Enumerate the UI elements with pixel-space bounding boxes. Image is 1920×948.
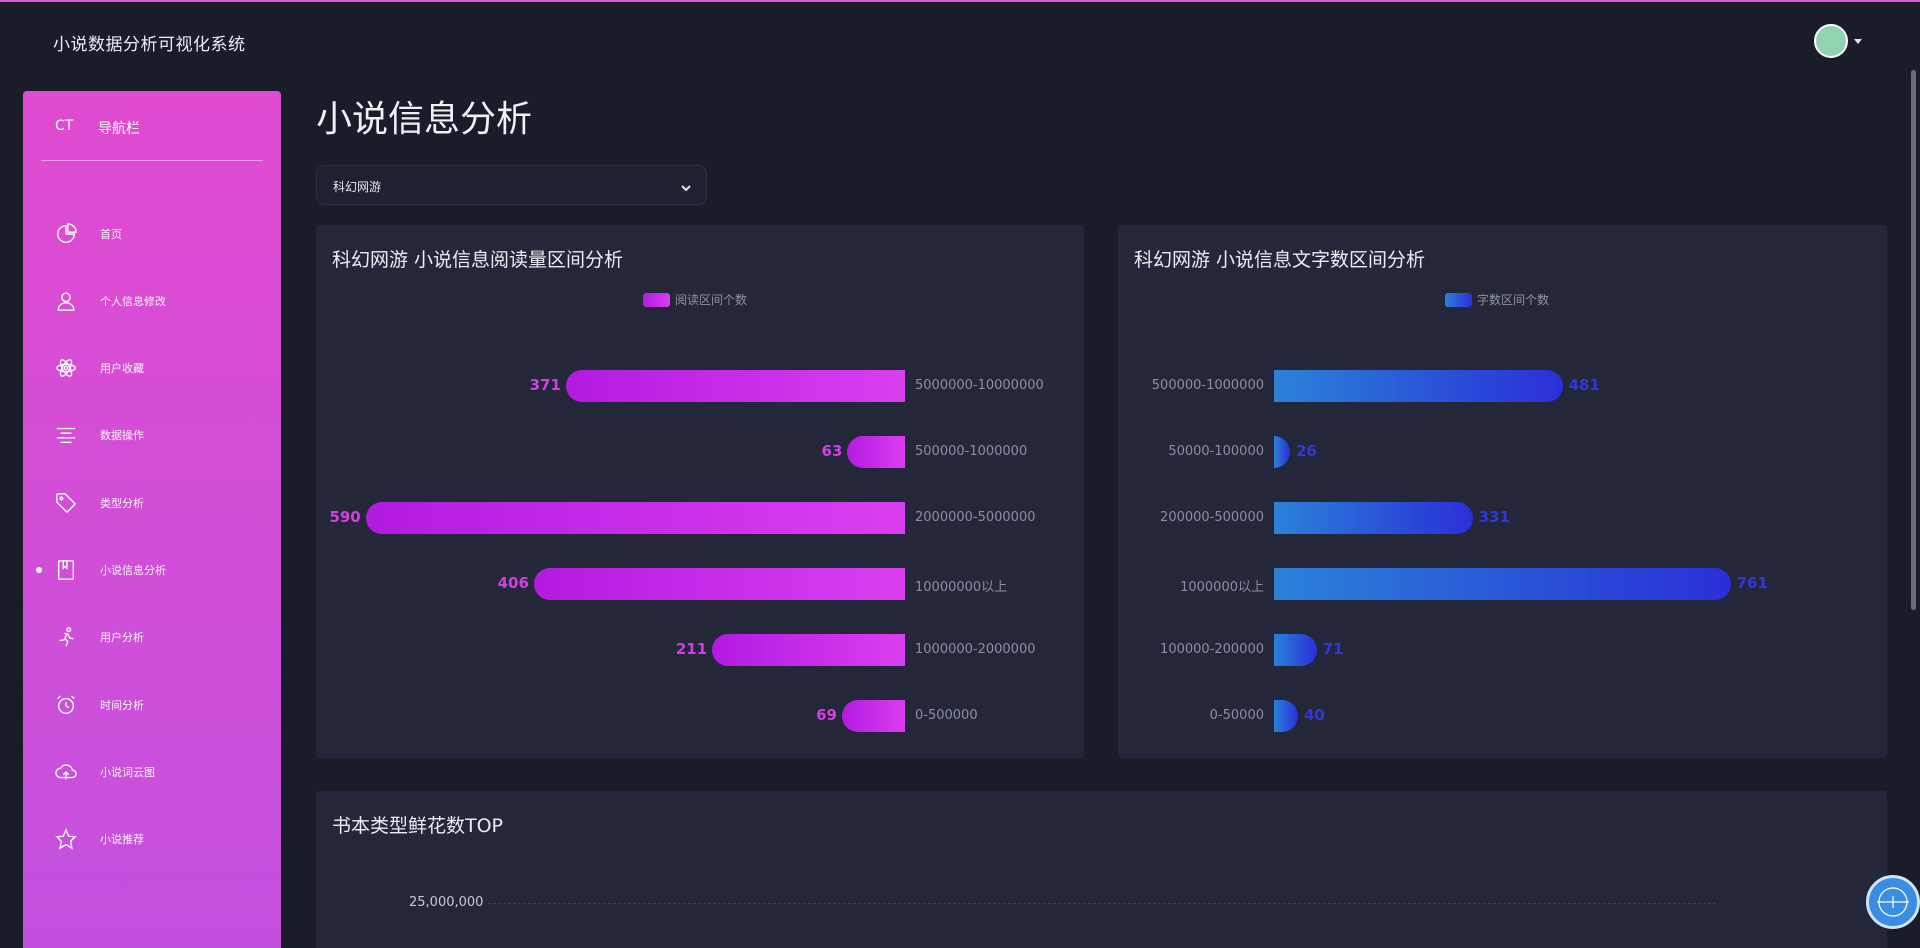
word-bar[interactable] <box>1274 568 1731 600</box>
word-value-label: 761 <box>1736 574 1768 592</box>
word-category-label: 200000-500000 <box>1160 510 1264 525</box>
align-center-icon <box>54 423 78 447</box>
word-category-label: 50000-100000 <box>1168 444 1264 459</box>
read-bar[interactable] <box>565 370 905 402</box>
word-category-label: 1000000以上 <box>1180 580 1264 595</box>
sidebar-item-label: 小说信息分析 <box>100 564 166 577</box>
word-category-label: 500000-1000000 <box>1151 378 1264 393</box>
sidebar: CT 导航栏 首页个人信息修改 用户收藏数据操作类型分析小说信息分析 用户分析时间分… <box>23 91 281 948</box>
top-accent-line <box>0 0 1920 2</box>
sidebar-item-label: 数据操作 <box>100 429 144 442</box>
user-menu[interactable] <box>1814 24 1862 58</box>
running-icon <box>54 625 78 649</box>
page-scrollbar[interactable] <box>1911 70 1916 610</box>
read-bar[interactable] <box>365 502 905 534</box>
legend-swatch <box>1445 292 1472 307</box>
read-value-label: 69 <box>816 706 837 724</box>
gridline <box>488 903 1716 904</box>
sidebar-item-label: 时间分析 <box>100 699 144 712</box>
word-bar[interactable] <box>1274 370 1563 402</box>
user-icon <box>54 289 78 313</box>
tag-icon <box>54 491 78 515</box>
word-value-label: 71 <box>1322 640 1344 658</box>
word-value-label: 331 <box>1478 508 1510 526</box>
sidebar-item[interactable]: 小说推荐 <box>23 817 281 861</box>
atom-icon <box>54 356 78 380</box>
category-select-value: 科幻网游 <box>333 180 382 194</box>
word-value-label: 26 <box>1296 442 1317 460</box>
chevron-down-icon <box>680 179 692 198</box>
alarm-clock-icon <box>54 693 78 717</box>
read-category-label: 10000000以上 <box>915 580 1008 595</box>
read-category-label: 0-500000 <box>915 708 978 723</box>
sidebar-item[interactable]: 用户收藏 <box>23 346 281 390</box>
sidebar-item-label: 类型分析 <box>100 497 144 510</box>
word-value-label: 40 <box>1304 706 1325 724</box>
word-bar[interactable] <box>1274 436 1290 468</box>
sidebar-item[interactable]: 类型分析 <box>23 481 281 525</box>
crosshair-icon <box>1877 887 1909 917</box>
sidebar-heading: 导航栏 <box>98 121 140 137</box>
read-chart-title: 科幻网游 小说信息阅读量区间分析 <box>332 249 624 271</box>
read-category-label: 500000-1000000 <box>915 444 1028 459</box>
sidebar-divider <box>41 160 263 161</box>
read-value-label: 406 <box>497 574 529 592</box>
read-category-label: 1000000-2000000 <box>915 642 1036 657</box>
word-category-label: 100000-200000 <box>1160 642 1264 657</box>
active-indicator <box>36 567 42 573</box>
read-bar[interactable] <box>533 568 905 600</box>
top-bar: 小说数据分析可视化系统 <box>0 2 1920 82</box>
legend-label: 阅读区间个数 <box>675 293 748 307</box>
word-bar[interactable] <box>1274 700 1298 732</box>
sidebar-item-label: 用户分析 <box>100 631 144 644</box>
legend-label: 字数区间个数 <box>1477 293 1550 307</box>
word-category-label: 0-50000 <box>1209 708 1264 723</box>
sidebar-item[interactable]: 小说词云图 <box>23 750 281 794</box>
word-chart-legend[interactable]: 字数区间个数 <box>1445 291 1549 308</box>
page-title: 小说信息分析 <box>316 99 533 140</box>
read-bar[interactable] <box>841 700 905 732</box>
caret-down-icon[interactable] <box>1854 38 1862 44</box>
sidebar-item-label: 用户收藏 <box>100 362 144 375</box>
legend-swatch <box>643 292 670 307</box>
read-bar[interactable] <box>712 634 905 666</box>
read-interval-card: 科幻网游 小说信息阅读量区间分析 阅读区间个数 5000000-10000000… <box>316 225 1084 758</box>
sidebar-item[interactable]: 时间分析 <box>23 683 281 727</box>
cloud-upload-icon <box>54 760 78 784</box>
sidebar-item[interactable]: 首页 <box>23 212 281 256</box>
word-bar[interactable] <box>1274 502 1473 534</box>
sidebar-item[interactable]: 数据操作 <box>23 413 281 457</box>
read-value-label: 63 <box>821 442 843 460</box>
star-icon <box>54 827 78 851</box>
read-category-label: 5000000-10000000 <box>915 378 1044 393</box>
word-interval-card: 科幻网游 小说信息文字数区间分析 字数区间个数 500000-1000000 48… <box>1118 225 1887 758</box>
sidebar-item-label: 个人信息修改 <box>100 295 166 308</box>
read-category-label: 2000000-5000000 <box>915 510 1036 525</box>
word-value-label: 481 <box>1568 376 1600 394</box>
sidebar-item-label: 小说词云图 <box>100 766 155 779</box>
sidebar-item-label: 小说推荐 <box>100 833 144 846</box>
floating-assistant-button[interactable] <box>1866 875 1920 929</box>
avatar[interactable] <box>1814 24 1848 58</box>
y-tick-label: 25,000,000 <box>409 895 484 910</box>
sidebar-item-label: 首页 <box>100 228 122 241</box>
flower-chart-title: 书本类型鲜花数TOP <box>332 815 504 837</box>
category-select[interactable]: 科幻网游 <box>316 165 707 205</box>
book-icon <box>54 558 78 582</box>
sidebar-item[interactable]: 小说信息分析 <box>23 548 281 592</box>
pie-chart-icon <box>54 222 78 246</box>
word-chart-title: 科幻网游 小说信息文字数区间分析 <box>1134 249 1426 271</box>
sidebar-brand: CT <box>55 118 74 134</box>
word-bar[interactable] <box>1274 634 1317 666</box>
read-chart-legend[interactable]: 阅读区间个数 <box>643 291 747 308</box>
sidebar-item[interactable]: 用户分析 <box>23 615 281 659</box>
read-value-label: 590 <box>329 508 361 526</box>
read-value-label: 211 <box>675 640 708 658</box>
read-bar[interactable] <box>847 436 905 468</box>
sidebar-header: CT 导航栏 <box>23 91 281 161</box>
read-value-label: 371 <box>529 376 561 394</box>
flower-top-card: 书本类型鲜花数TOP 25,000,000 <box>316 791 1887 948</box>
sidebar-item[interactable]: 个人信息修改 <box>23 279 281 323</box>
app-title: 小说数据分析可视化系统 <box>53 35 246 55</box>
